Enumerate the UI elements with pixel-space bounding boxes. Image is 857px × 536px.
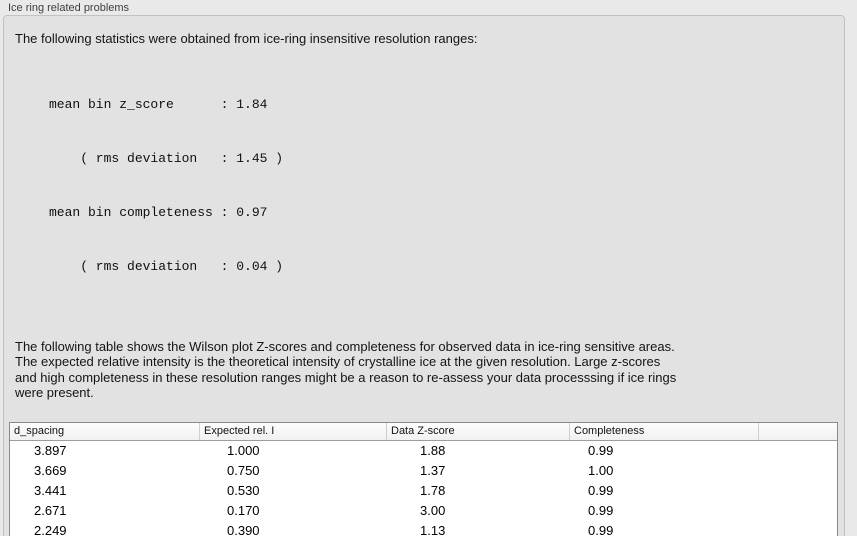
cell-expected-rel-i: 1.000 xyxy=(227,442,260,458)
cell-data-z-score: 1.78 xyxy=(420,482,446,498)
column-header-empty xyxy=(758,422,837,440)
column-header-data-z-score[interactable]: Data Z-score xyxy=(386,422,569,440)
cell-expected-rel-i: 0.170 xyxy=(227,502,260,518)
cell-d-spacing: 2.249 xyxy=(34,522,67,536)
groupbox-title: Ice ring related problems xyxy=(8,2,130,14)
stats-block: mean bin z_score : 1.84 ( rms deviation … xyxy=(49,60,844,312)
cell-completeness: 0.99 xyxy=(588,482,614,498)
table-description-line: were present. xyxy=(15,385,94,400)
ice-ring-groupbox: The following statistics were obtained f… xyxy=(3,15,845,536)
table-body: 3.897 1.000 1.88 0.99 3.669 0.750 1.37 1… xyxy=(10,440,837,536)
intro-text: The following statistics were obtained f… xyxy=(15,31,478,46)
cell-expected-rel-i: 0.390 xyxy=(227,522,260,536)
cell-completeness: 0.99 xyxy=(588,442,614,458)
table-row[interactable]: 3.897 1.000 1.88 0.99 xyxy=(10,440,837,461)
table-description-line: The expected relative intensity is the t… xyxy=(15,354,661,369)
table-row[interactable]: 2.249 0.390 1.13 0.99 xyxy=(10,520,837,536)
stat-line-mean-completeness: mean bin completeness : 0.97 xyxy=(49,204,268,220)
table-description: The following table shows the Wilson plo… xyxy=(15,339,844,401)
cell-d-spacing: 3.897 xyxy=(34,442,67,458)
table-row[interactable]: 3.669 0.750 1.37 1.00 xyxy=(10,460,837,481)
table-description-line: and high completeness in these resolutio… xyxy=(15,369,677,385)
cell-d-spacing: 3.441 xyxy=(34,482,67,498)
cell-data-z-score: 3.00 xyxy=(420,502,446,518)
column-header-expected-rel-i[interactable]: Expected rel. I xyxy=(199,422,386,440)
cell-expected-rel-i: 0.530 xyxy=(227,482,260,498)
cell-data-z-score: 1.13 xyxy=(420,522,446,536)
ice-ring-table: d_spacing Expected rel. I Data Z-score C… xyxy=(9,421,838,536)
cell-completeness: 0.99 xyxy=(588,502,614,518)
table-row[interactable]: 2.671 0.170 3.00 0.99 xyxy=(10,500,837,521)
stat-line-completeness-rms: ( rms deviation : 0.04 ) xyxy=(49,258,284,274)
table-description-line: The following table shows the Wilson plo… xyxy=(15,338,675,354)
cell-completeness: 0.99 xyxy=(588,522,614,536)
column-header-completeness[interactable]: Completeness xyxy=(569,422,758,440)
cell-d-spacing: 3.669 xyxy=(34,462,67,478)
cell-data-z-score: 1.88 xyxy=(420,442,446,458)
table-row[interactable]: 3.441 0.530 1.78 0.99 xyxy=(10,480,837,501)
stat-line-mean-z-score: mean bin z_score : 1.84 xyxy=(49,96,268,112)
stat-line-z-score-rms: ( rms deviation : 1.45 ) xyxy=(49,150,284,166)
cell-data-z-score: 1.37 xyxy=(420,462,446,478)
cell-d-spacing: 2.671 xyxy=(34,502,67,518)
table-header-row: d_spacing Expected rel. I Data Z-score C… xyxy=(10,422,837,441)
cell-expected-rel-i: 0.750 xyxy=(227,462,260,478)
cell-completeness: 1.00 xyxy=(588,462,614,478)
column-header-d-spacing[interactable]: d_spacing xyxy=(14,424,65,437)
